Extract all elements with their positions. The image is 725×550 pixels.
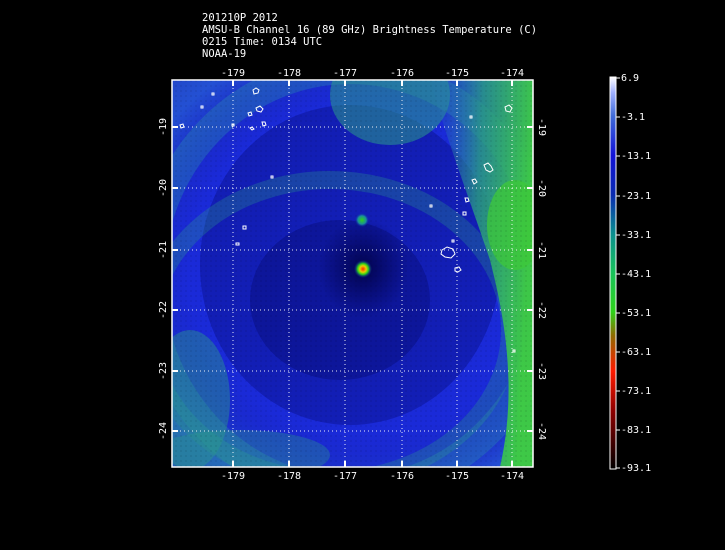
colorbar-label: -53.1 bbox=[621, 308, 651, 319]
lon-label: -177 bbox=[333, 68, 357, 79]
lat-label: -22 bbox=[536, 301, 547, 319]
coastlines bbox=[179, 87, 516, 353]
colorbar-label: -43.1 bbox=[621, 269, 651, 280]
lon-label: -177 bbox=[333, 471, 357, 482]
lon-labels-top: -179 -178 -177 -176 -175 -174 bbox=[221, 68, 524, 79]
lat-label: -21 bbox=[536, 241, 547, 259]
colorbar-label: -83.1 bbox=[621, 425, 651, 436]
colorbar-label: -23.1 bbox=[621, 191, 651, 202]
lat-label: -20 bbox=[536, 179, 547, 197]
lon-label: -178 bbox=[277, 471, 301, 482]
colorbar-label: -3.1 bbox=[621, 112, 645, 123]
lat-label: -24 bbox=[158, 422, 169, 440]
colorbar-label: 6.9 bbox=[621, 73, 639, 84]
colorbar-label: -93.1 bbox=[621, 463, 651, 474]
lat-label: -21 bbox=[158, 241, 169, 259]
lat-label: -23 bbox=[158, 362, 169, 380]
lon-label: -179 bbox=[221, 68, 245, 79]
colorbar-label: -13.1 bbox=[621, 151, 651, 162]
header-storm-id: 201210P 2012 bbox=[202, 12, 278, 24]
lat-label: -19 bbox=[158, 118, 169, 136]
colorbar-label: -73.1 bbox=[621, 386, 651, 397]
image-header: 201210P 2012 AMSU-B Channel 16 (89 GHz) … bbox=[202, 12, 537, 60]
lat-label: -19 bbox=[536, 118, 547, 136]
header-time: 0215 Time: 0134 UTC bbox=[202, 36, 323, 48]
lat-label: -20 bbox=[158, 179, 169, 197]
graticule bbox=[172, 80, 533, 467]
lon-label: -174 bbox=[500, 471, 524, 482]
lon-label: -176 bbox=[390, 471, 414, 482]
brightness-field bbox=[172, 80, 533, 467]
colorbar-ramp bbox=[609, 76, 617, 470]
header-product: AMSU-B Channel 16 (89 GHz) Brightness Te… bbox=[202, 24, 538, 36]
lat-label: -24 bbox=[536, 422, 547, 440]
lon-labels-bottom: -179 -178 -177 -176 -175 -174 bbox=[221, 471, 524, 482]
header-satellite: NOAA-19 bbox=[202, 48, 247, 60]
colorbar-label: -33.1 bbox=[621, 230, 651, 241]
lat-label: -22 bbox=[158, 301, 169, 319]
lat-labels-right: -19 -20 -21 -22 -23 -24 bbox=[536, 118, 547, 440]
lon-label: -179 bbox=[221, 471, 245, 482]
lon-label: -174 bbox=[500, 68, 524, 79]
lon-label: -176 bbox=[390, 68, 414, 79]
map-frame bbox=[171, 79, 534, 468]
colorbar-label: -63.1 bbox=[621, 347, 651, 358]
tick-marks bbox=[172, 80, 533, 467]
lon-label: -175 bbox=[445, 68, 469, 79]
lat-label: -23 bbox=[536, 362, 547, 380]
lat-labels-left: -19 -20 -21 -22 -23 -24 bbox=[158, 118, 169, 440]
lon-label: -175 bbox=[445, 471, 469, 482]
lon-label: -178 bbox=[277, 68, 301, 79]
colorbar: 6.9 -3.1 -13.1 -23.1 -33.1 -43.1 -53.1 -… bbox=[609, 73, 651, 474]
